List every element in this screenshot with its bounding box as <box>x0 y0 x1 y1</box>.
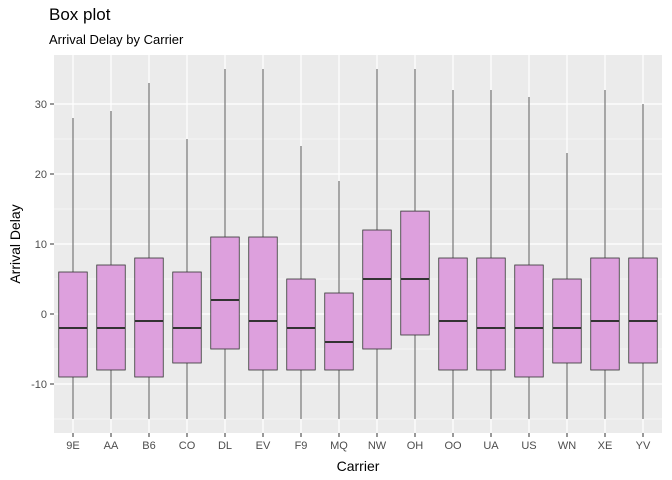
y-axis-title: Arrival Delay <box>7 204 23 283</box>
box-iqr <box>552 278 582 364</box>
box-iqr <box>476 257 506 371</box>
box-dl <box>210 69 240 419</box>
y-tick-label: 20 <box>35 169 47 181</box>
box-mq <box>324 181 354 419</box>
box-iqr <box>628 257 658 364</box>
x-tick-label: AA <box>104 440 119 452</box>
x-axis-title: Carrier <box>337 458 380 474</box>
chart-subtitle: Arrival Delay by Carrier <box>49 32 184 47</box>
box-nw <box>362 69 392 419</box>
box-oh <box>400 69 430 419</box>
x-tick-label: 9E <box>66 440 79 452</box>
box-iqr <box>324 292 354 371</box>
y-axis: -10 0 10 20 30 <box>31 99 54 391</box>
box-iqr <box>134 257 164 378</box>
box-iqr <box>438 257 468 371</box>
x-tick-label: UA <box>483 440 499 452</box>
x-tick-label: XE <box>598 440 613 452</box>
box-xe <box>590 90 620 419</box>
x-tick-label: F9 <box>295 440 308 452</box>
box-ua <box>476 90 506 419</box>
x-tick-label: YV <box>636 440 651 452</box>
chart-title: Box plot <box>49 5 111 24</box>
x-tick-label: NW <box>368 440 387 452</box>
x-tick-label: B6 <box>142 440 155 452</box>
box-iqr <box>172 271 202 364</box>
box-oo <box>438 90 468 419</box>
box-iqr <box>58 271 88 378</box>
box-co <box>172 139 202 419</box>
box-iqr <box>400 210 430 336</box>
x-tick-label: US <box>521 440 536 452</box>
box-iqr <box>514 264 544 378</box>
box-ev <box>248 69 278 419</box>
box-aa <box>96 111 126 419</box>
box-b6 <box>134 83 164 419</box>
x-tick-label: DL <box>218 440 232 452</box>
x-tick-label: OH <box>407 440 424 452</box>
box-iqr <box>286 278 316 371</box>
x-tick-label: EV <box>256 440 271 452</box>
x-tick-label: MQ <box>330 440 348 452</box>
box-iqr <box>210 236 240 350</box>
box-yv <box>628 104 658 419</box>
box-iqr <box>248 236 278 371</box>
x-tick-label: CO <box>179 440 196 452</box>
box-f9 <box>286 146 316 419</box>
y-tick-label: -10 <box>31 379 47 391</box>
box-us <box>514 97 544 419</box>
box-iqr <box>590 257 620 371</box>
box-9e <box>58 118 88 419</box>
y-tick-label: 30 <box>35 99 47 111</box>
x-axis: 9E AA B6 CO DL EV F9 MQ NW OH OO UA US WN XE YV <box>66 433 651 452</box>
box-wn <box>552 153 582 419</box>
x-tick-label: WN <box>558 440 576 452</box>
boxes <box>58 69 658 419</box>
box-iqr <box>362 229 392 350</box>
x-tick-label: OO <box>444 440 462 452</box>
y-tick-label: 10 <box>35 239 47 251</box>
y-tick-label: 0 <box>41 309 47 321</box>
box-iqr <box>96 264 126 371</box>
